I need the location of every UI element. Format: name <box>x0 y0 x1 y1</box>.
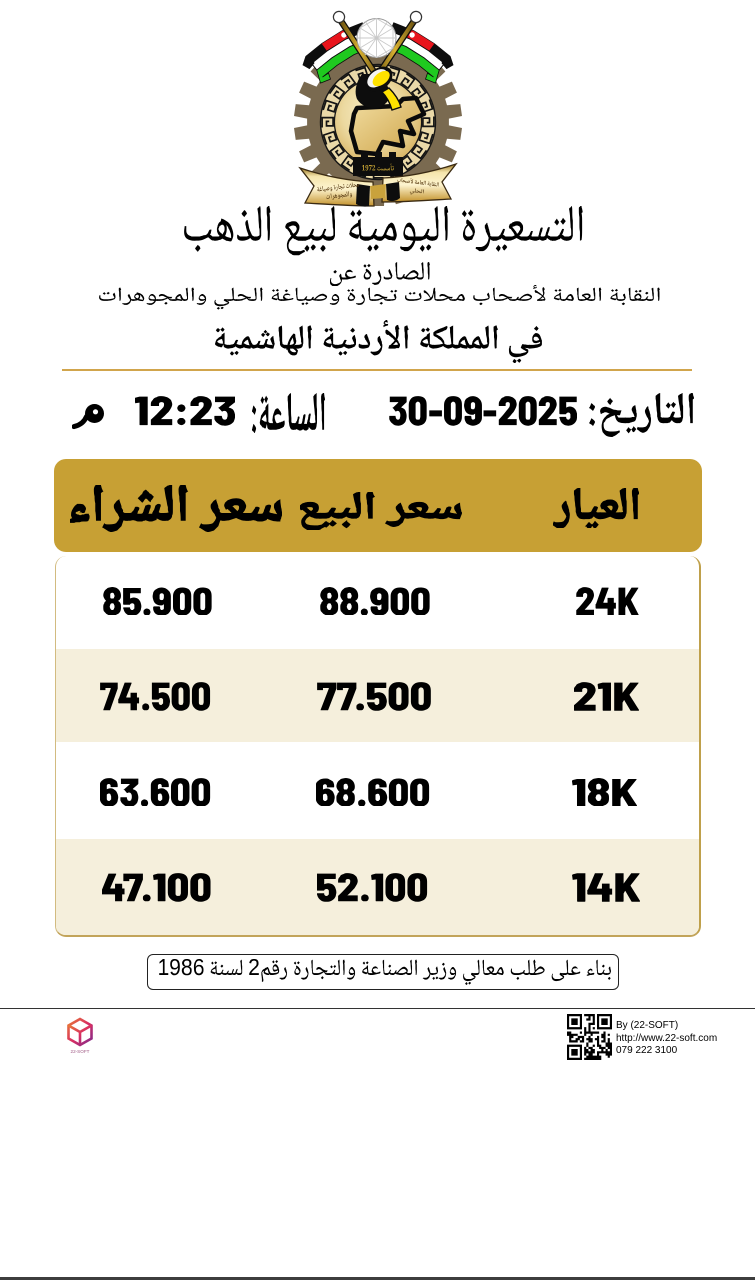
svg-text:22-SOFT: 22-SOFT <box>71 1049 90 1054</box>
